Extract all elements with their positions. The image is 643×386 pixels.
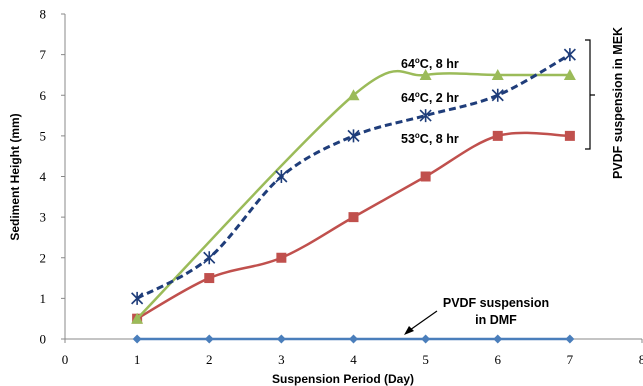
data-point-diamond — [421, 335, 430, 344]
y-axis-title: Sediment Height (mm) — [8, 113, 22, 240]
dmf-arrow-head — [404, 326, 414, 335]
data-point-diamond — [565, 335, 574, 344]
data-point-asterisk — [564, 48, 575, 61]
series-2 — [132, 131, 575, 324]
data-point-diamond — [133, 335, 142, 344]
dmf-arrow-shaft — [410, 311, 437, 330]
data-point-square — [421, 172, 431, 182]
series-line — [137, 133, 570, 319]
y-axis-ticks: 0 1 2 3 4 5 6 7 8 — [40, 7, 66, 347]
y-tick-label: 1 — [40, 291, 47, 306]
data-point-square — [493, 131, 503, 141]
y-tick-label: 0 — [40, 332, 47, 347]
dmf-label-line1: PVDF suspension — [443, 296, 549, 310]
x-tick-label: 2 — [206, 352, 213, 367]
data-point-diamond — [205, 335, 214, 344]
y-tick-label: 8 — [40, 7, 47, 22]
data-point-square — [349, 212, 359, 222]
y-tick-label: 5 — [40, 128, 47, 143]
x-axis-ticks: 0 1 2 3 4 5 6 7 8 — [62, 339, 643, 367]
data-point-square — [204, 273, 214, 283]
y-tick-label: 7 — [40, 47, 47, 62]
data-point-diamond — [493, 335, 502, 344]
x-tick-label: 8 — [639, 352, 643, 367]
data-point-square — [276, 253, 286, 263]
series-3 — [133, 335, 575, 344]
x-tick-label: 1 — [134, 352, 141, 367]
x-tick-label: 0 — [62, 352, 69, 367]
label-64c-2hr: 64oC, 2 hr — [401, 90, 459, 105]
dmf-label-line2: in DMF — [475, 313, 517, 327]
data-point-asterisk — [276, 170, 287, 183]
y-tick-label: 3 — [40, 210, 47, 225]
data-point-diamond — [349, 335, 358, 344]
x-tick-label: 3 — [278, 352, 285, 367]
y-tick-label: 4 — [40, 169, 47, 184]
data-point-asterisk — [132, 292, 143, 305]
mek-bracket — [585, 40, 595, 149]
mek-bracket-label: PVDF suspension in MEK — [611, 27, 625, 179]
label-64c-8hr: 64oC, 8 hr — [401, 56, 459, 71]
data-point-asterisk — [204, 251, 215, 264]
x-tick-label: 6 — [495, 352, 502, 367]
y-tick-label: 6 — [40, 88, 47, 103]
label-53c-8hr: 53oC, 8 hr — [401, 131, 459, 146]
data-point-diamond — [277, 335, 286, 344]
x-tick-label: 7 — [567, 352, 574, 367]
x-tick-label: 4 — [350, 352, 357, 367]
series-1 — [132, 48, 576, 305]
series-0 — [131, 69, 576, 324]
data-point-square — [565, 131, 575, 141]
y-tick-label: 2 — [40, 250, 47, 265]
x-axis-title: Suspension Period (Day) — [272, 372, 414, 386]
x-tick-label: 5 — [422, 352, 429, 367]
